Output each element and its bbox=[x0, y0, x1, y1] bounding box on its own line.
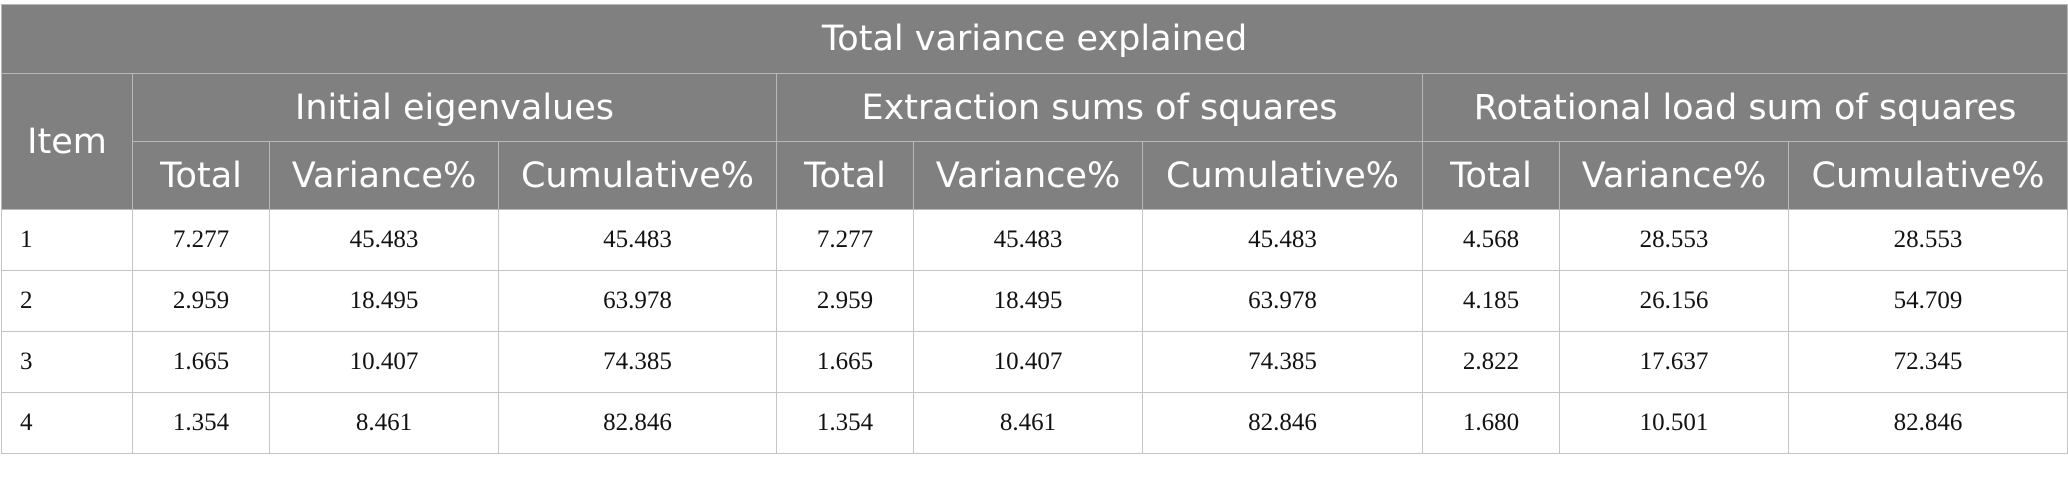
cell: 4.185 bbox=[1422, 270, 1560, 332]
column-header: Total bbox=[776, 141, 914, 210]
page: Total variance explained Item Initial eig… bbox=[0, 4, 2068, 477]
cell: 10.407 bbox=[269, 331, 499, 393]
cell: 18.495 bbox=[269, 270, 499, 332]
cell: 4.568 bbox=[1422, 209, 1560, 271]
cell: 2.959 bbox=[132, 270, 270, 332]
cell: 1.680 bbox=[1422, 392, 1560, 454]
column-header: Variance% bbox=[1559, 141, 1789, 210]
cell: 63.978 bbox=[1142, 270, 1423, 332]
table-title: Total variance explained bbox=[0, 4, 2068, 74]
cell: 8.461 bbox=[269, 392, 499, 454]
cell: 17.637 bbox=[1559, 331, 1789, 393]
cell: 82.846 bbox=[1787, 392, 2068, 454]
column-header: Variance% bbox=[913, 141, 1143, 210]
table-row: 3 1.665 10.407 74.385 1.665 10.407 74.385 2.822… bbox=[1, 331, 2068, 393]
cell: 7.277 bbox=[776, 209, 914, 271]
group-header: Initial eigenvalues bbox=[132, 73, 777, 142]
row-header: Item bbox=[1, 73, 133, 210]
group-header: Extraction sums of squares bbox=[776, 73, 1423, 142]
cell: 7.277 bbox=[132, 209, 270, 271]
cell: 18.495 bbox=[913, 270, 1143, 332]
cell: 82.846 bbox=[498, 392, 777, 454]
cell: 28.553 bbox=[1559, 209, 1789, 271]
column-header: Variance% bbox=[269, 141, 499, 210]
table-row: 4 1.354 8.461 82.846 1.354 8.461 82.846 1.680 10… bbox=[1, 392, 2068, 454]
column-header: Total bbox=[132, 141, 270, 210]
cell: 1.354 bbox=[132, 392, 270, 454]
group-header: Rotational load sum of squares bbox=[1421, 73, 2068, 142]
variance-table: Total variance explained Item Initial eig… bbox=[0, 4, 2068, 454]
table-row: 2 2.959 18.495 63.978 2.959 18.495 63.978 4.185… bbox=[1, 270, 2068, 332]
column-header: Cumulative% bbox=[1787, 141, 2068, 210]
cell: 28.553 bbox=[1787, 209, 2068, 271]
row-label: 4 bbox=[1, 392, 133, 454]
cell: 74.385 bbox=[1142, 331, 1423, 393]
cell: 10.407 bbox=[913, 331, 1143, 393]
cell: 45.483 bbox=[1142, 209, 1423, 271]
cell: 8.461 bbox=[913, 392, 1143, 454]
cell: 72.345 bbox=[1787, 331, 2068, 393]
cell: 26.156 bbox=[1559, 270, 1789, 332]
cell: 2.822 bbox=[1422, 331, 1560, 393]
cell: 10.501 bbox=[1559, 392, 1789, 454]
cell: 45.483 bbox=[269, 209, 499, 271]
row-label: 3 bbox=[1, 331, 133, 393]
cell: 1.665 bbox=[132, 331, 270, 393]
cell: 45.483 bbox=[498, 209, 777, 271]
cell: 63.978 bbox=[498, 270, 777, 332]
cell: 82.846 bbox=[1142, 392, 1423, 454]
table-row: 1 7.277 45.483 45.483 7.277 45.483 45.483 4.568… bbox=[1, 209, 2068, 271]
cell: 54.709 bbox=[1787, 270, 2068, 332]
cell: 1.665 bbox=[776, 331, 914, 393]
cell: 2.959 bbox=[776, 270, 914, 332]
row-label: 2 bbox=[1, 270, 133, 332]
cell: 1.354 bbox=[776, 392, 914, 454]
column-header: Cumulative% bbox=[1142, 141, 1423, 210]
row-label: 1 bbox=[1, 209, 133, 271]
column-header: Cumulative% bbox=[498, 141, 777, 210]
cell: 74.385 bbox=[498, 331, 777, 393]
cell: 45.483 bbox=[913, 209, 1143, 271]
column-header: Total bbox=[1422, 141, 1560, 210]
